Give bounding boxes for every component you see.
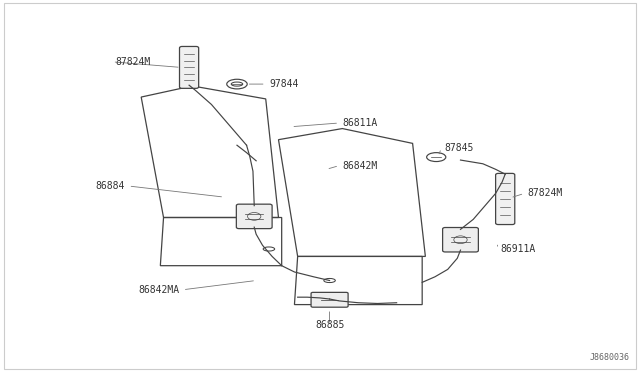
FancyBboxPatch shape — [495, 173, 515, 225]
Text: 87845: 87845 — [445, 143, 474, 153]
FancyBboxPatch shape — [179, 46, 198, 88]
Text: 86811A: 86811A — [342, 118, 378, 128]
Text: 86884: 86884 — [96, 181, 125, 191]
Text: 86885: 86885 — [315, 320, 344, 330]
Text: J8680036: J8680036 — [589, 353, 630, 362]
Text: 86842MA: 86842MA — [138, 285, 179, 295]
Text: 87824M: 87824M — [116, 57, 151, 67]
FancyBboxPatch shape — [236, 204, 272, 229]
FancyBboxPatch shape — [443, 228, 478, 252]
Text: 87824M: 87824M — [527, 188, 563, 198]
FancyBboxPatch shape — [311, 292, 348, 307]
Text: 86911A: 86911A — [500, 244, 536, 254]
Text: 97844: 97844 — [269, 79, 298, 89]
Text: 86842M: 86842M — [342, 161, 378, 171]
